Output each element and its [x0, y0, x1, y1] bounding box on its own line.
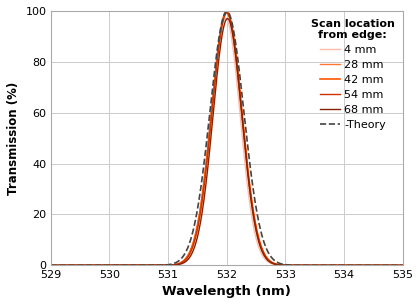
-Theory — [183, 251, 188, 255]
68 mm — [338, 264, 343, 267]
42 mm — [183, 257, 188, 261]
42 mm — [311, 264, 316, 267]
-Theory — [311, 264, 316, 267]
4 mm — [183, 259, 188, 262]
28 mm — [338, 264, 343, 267]
28 mm — [48, 264, 53, 267]
Line: 68 mm: 68 mm — [51, 19, 402, 265]
-Theory — [112, 264, 117, 267]
42 mm — [277, 263, 282, 267]
4 mm — [277, 263, 282, 267]
42 mm — [112, 264, 117, 267]
54 mm — [183, 258, 188, 262]
54 mm — [400, 264, 405, 267]
Line: 4 mm: 4 mm — [51, 19, 402, 265]
X-axis label: Wavelength (nm): Wavelength (nm) — [162, 285, 291, 298]
42 mm — [48, 264, 53, 267]
4 mm — [223, 17, 228, 20]
Line: 42 mm: 42 mm — [51, 12, 402, 265]
28 mm — [259, 248, 264, 252]
42 mm — [338, 264, 343, 267]
68 mm — [400, 264, 405, 267]
68 mm — [225, 17, 230, 20]
68 mm — [183, 260, 188, 264]
28 mm — [311, 264, 316, 267]
42 mm — [259, 246, 264, 250]
-Theory — [338, 264, 343, 267]
54 mm — [277, 263, 282, 267]
-Theory — [277, 261, 282, 265]
Line: 54 mm: 54 mm — [51, 13, 402, 265]
68 mm — [259, 249, 264, 253]
28 mm — [112, 264, 117, 267]
68 mm — [48, 264, 53, 267]
4 mm — [48, 264, 53, 267]
54 mm — [338, 264, 343, 267]
68 mm — [311, 264, 316, 267]
-Theory — [400, 264, 405, 267]
4 mm — [259, 253, 264, 256]
4 mm — [112, 264, 117, 267]
4 mm — [400, 264, 405, 267]
54 mm — [48, 264, 53, 267]
Line: -Theory: -Theory — [51, 12, 402, 265]
Legend: 4 mm, 28 mm, 42 mm, 54 mm, 68 mm, -Theory: 4 mm, 28 mm, 42 mm, 54 mm, 68 mm, -Theor… — [309, 16, 397, 133]
-Theory — [224, 10, 229, 13]
54 mm — [224, 11, 229, 15]
54 mm — [112, 264, 117, 267]
42 mm — [400, 264, 405, 267]
54 mm — [311, 264, 316, 267]
28 mm — [224, 11, 229, 15]
28 mm — [277, 263, 282, 267]
Line: 28 mm: 28 mm — [51, 13, 402, 265]
28 mm — [400, 264, 405, 267]
-Theory — [259, 233, 264, 237]
Y-axis label: Transmission (%): Transmission (%) — [7, 81, 20, 195]
68 mm — [112, 264, 117, 267]
4 mm — [311, 264, 316, 267]
42 mm — [224, 10, 229, 13]
54 mm — [259, 247, 264, 251]
4 mm — [338, 264, 343, 267]
-Theory — [48, 264, 53, 267]
68 mm — [277, 263, 282, 267]
28 mm — [183, 258, 188, 261]
